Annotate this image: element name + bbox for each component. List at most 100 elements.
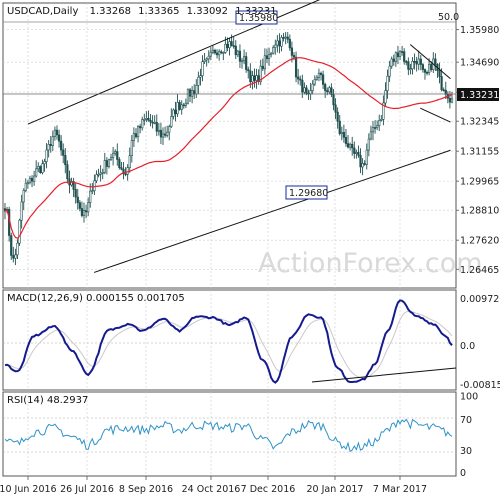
candle — [201, 55, 204, 82]
candle — [74, 183, 77, 204]
macd-trendline — [311, 367, 457, 383]
candle — [155, 114, 158, 137]
candle — [278, 33, 281, 54]
candle-body — [33, 175, 36, 182]
date-tick-label: 24 Oct 2016 — [182, 484, 241, 495]
candle-body — [340, 132, 343, 134]
candle-body — [319, 72, 323, 76]
candle — [76, 188, 79, 210]
candle — [14, 248, 17, 266]
candle — [168, 124, 171, 141]
candle — [139, 123, 142, 134]
candle-body — [93, 180, 96, 191]
candle-body — [236, 50, 239, 56]
ohlc-close: 1.33231 — [235, 6, 276, 17]
symbol-name: USDCAD — [7, 6, 50, 17]
candle — [184, 98, 187, 109]
macd-line — [4, 299, 453, 384]
candle-body — [336, 111, 339, 122]
candle — [378, 114, 381, 132]
price-panel-frame — [2, 2, 457, 289]
rsi-tick-label: 0 — [460, 468, 466, 479]
candle-body — [24, 182, 27, 191]
high-annotation: 1.35980 — [235, 10, 278, 25]
candle — [41, 159, 44, 175]
candle — [442, 87, 445, 92]
candle — [143, 113, 146, 126]
candle-body — [401, 51, 404, 53]
candle — [330, 83, 333, 98]
candle-body — [193, 90, 196, 95]
candle-body — [74, 189, 77, 198]
candle-body — [66, 164, 69, 180]
candle — [319, 71, 323, 81]
candle-body — [303, 87, 306, 93]
candle-body — [417, 58, 420, 65]
date-tick-label: 7 Dec 2016 — [241, 484, 296, 495]
candle-body — [263, 55, 266, 70]
candle-body — [41, 163, 44, 174]
candle — [47, 140, 50, 158]
candle-body — [276, 40, 279, 46]
candle — [415, 56, 418, 72]
candle — [122, 162, 125, 180]
candle — [37, 162, 40, 173]
candle-body — [290, 47, 294, 56]
low-annotation-text: 1.29680 — [289, 188, 328, 199]
high-annotation-box — [235, 10, 278, 25]
candle-body — [261, 65, 264, 70]
candle-body — [334, 104, 337, 113]
candle-body — [170, 116, 173, 127]
candle-body — [107, 159, 111, 167]
candle-body — [143, 119, 146, 121]
candle — [265, 48, 269, 64]
wedge-lower — [420, 107, 451, 123]
candle — [39, 165, 42, 174]
candle-body — [421, 64, 424, 70]
candle — [344, 128, 348, 147]
candle — [417, 50, 420, 71]
candle — [57, 129, 61, 148]
candle — [112, 146, 115, 166]
candle-body — [450, 98, 454, 103]
candle-body — [182, 104, 185, 107]
candle-body — [136, 126, 140, 138]
candle-body — [392, 58, 395, 62]
date-tick-label: 20 Jan 2017 — [307, 484, 364, 495]
candle-body — [373, 127, 377, 129]
candle — [197, 71, 200, 94]
candle-body — [14, 254, 17, 259]
candle — [213, 48, 217, 55]
candle-body — [163, 133, 167, 136]
candle-body — [288, 38, 291, 49]
rsi-line — [4, 418, 453, 453]
candle — [95, 170, 98, 184]
candle — [359, 148, 362, 174]
candle-body — [313, 79, 316, 85]
candle-body — [419, 58, 422, 65]
candle — [299, 75, 302, 86]
candle-body — [272, 47, 275, 54]
candle-body — [134, 133, 138, 138]
candle — [157, 122, 160, 136]
candle — [413, 53, 416, 70]
candle-body — [84, 210, 88, 213]
candle-body — [299, 78, 302, 81]
candle-body — [249, 70, 252, 83]
candle-body — [55, 129, 59, 136]
candle — [274, 39, 277, 55]
candle — [294, 51, 298, 83]
date-axis: 10 Jun 2016 26 Jul 2016 8 Sep 2016 24 Oct 2… — [0, 476, 427, 495]
candle-body — [440, 76, 443, 91]
candle — [130, 135, 133, 163]
candle-body — [448, 97, 452, 103]
candle — [101, 168, 104, 180]
candle-body — [247, 69, 250, 72]
candle-body — [297, 76, 300, 80]
candle — [91, 183, 94, 195]
candle-body — [359, 155, 362, 168]
candle — [60, 135, 63, 156]
candle — [97, 168, 100, 178]
candle-body — [301, 79, 304, 93]
candle — [109, 153, 113, 161]
